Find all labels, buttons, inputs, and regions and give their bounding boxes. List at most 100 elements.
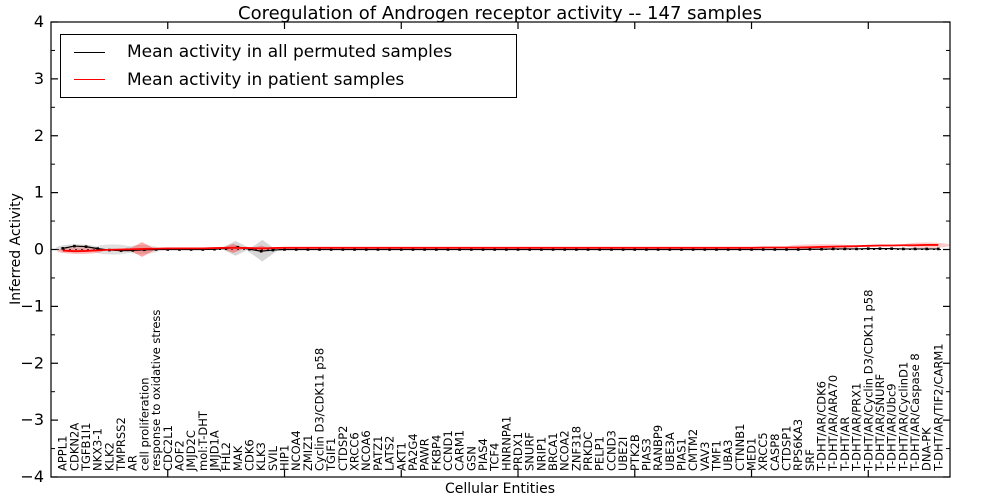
- permuted-marker: [318, 248, 321, 251]
- permuted-marker: [785, 248, 788, 251]
- permuted-marker: [726, 248, 730, 251]
- permuted-marker: [738, 248, 742, 251]
- permuted-marker: [96, 247, 100, 250]
- category-label: GSN: [464, 446, 478, 471]
- permuted-marker: [470, 248, 473, 251]
- category-label: PIAS4: [476, 438, 490, 471]
- chart-title: Coregulation of Androgen receptor activi…: [238, 3, 762, 24]
- category-label: VAV3: [698, 442, 712, 471]
- category-label: response to oxidative stress: [149, 310, 163, 471]
- permuted-marker: [831, 247, 835, 251]
- category-label: CTNNB1: [733, 424, 747, 471]
- permuted-marker: [189, 248, 193, 251]
- permuted-marker: [855, 247, 858, 251]
- y-tick-label: −3: [20, 410, 44, 429]
- permuted-marker: [796, 248, 800, 251]
- permuted-marker: [551, 248, 555, 251]
- category-label: SRF: [803, 449, 817, 471]
- permuted-marker: [750, 248, 753, 251]
- permuted-marker: [761, 248, 765, 251]
- permuted-marker: [131, 249, 135, 252]
- permuted-marker: [925, 247, 928, 251]
- y-tick-label: 3: [34, 69, 44, 88]
- category-label: ZMIZ1: [301, 435, 315, 471]
- permuted-marker: [376, 248, 380, 251]
- category-label: UBE3A: [663, 432, 677, 471]
- category-label: T-DHT/AR/PRX1: [850, 383, 864, 472]
- category-label: AOF2: [172, 440, 186, 471]
- category-label: KLK3: [254, 442, 268, 471]
- permuted-marker: [119, 249, 123, 252]
- category-label: AR: [126, 455, 140, 471]
- permuted-marker: [680, 248, 683, 251]
- category-label: CDKN2A: [67, 423, 81, 471]
- permuted-marker: [493, 248, 496, 251]
- category-label: MAK: [231, 445, 245, 471]
- legend-line-sample-permuted: [74, 51, 105, 53]
- permuted-marker: [516, 248, 520, 251]
- permuted-marker: [166, 248, 170, 251]
- permuted-marker: [878, 247, 882, 250]
- permuted-marker: [913, 247, 917, 251]
- permuted-marker: [446, 248, 450, 251]
- permuted-marker: [773, 248, 777, 251]
- patient-mean-line: [62, 244, 939, 253]
- category-label: T-DHT/AR/TIF2/CARM1: [931, 343, 945, 472]
- category-label: PIAS3: [639, 438, 653, 471]
- category-label: CTDSP1: [780, 426, 794, 471]
- y-tick-label: 4: [34, 12, 44, 31]
- permuted-marker: [540, 248, 543, 251]
- permuted-marker: [294, 248, 298, 251]
- category-label: JMJD2C: [184, 430, 198, 472]
- permuted-marker: [901, 247, 905, 251]
- category-label: mol:T-DHT: [196, 410, 210, 471]
- category-label: T-DHT/AR: [838, 417, 852, 472]
- category-label: TMF1: [709, 440, 723, 472]
- permuted-marker: [715, 248, 718, 251]
- permuted-marker: [808, 247, 812, 251]
- category-label: NCOA2: [558, 430, 572, 471]
- category-label: T-DHT/AR/Caspase 8: [908, 353, 922, 472]
- category-label: CARM1: [453, 430, 467, 471]
- category-label: MED1: [745, 438, 759, 471]
- permuted-marker: [481, 248, 485, 251]
- category-label: APPL1: [56, 436, 70, 471]
- category-label: CDC2L1: [161, 425, 175, 471]
- permuted-marker: [248, 247, 251, 251]
- category-label: SVIL: [266, 445, 280, 471]
- category-label: BRCA1: [546, 432, 560, 471]
- permuted-marker: [843, 247, 847, 251]
- category-label: JMJD1A: [207, 430, 221, 472]
- permuted-marker: [668, 248, 672, 251]
- category-label: XRCC5: [756, 432, 770, 471]
- permuted-marker: [645, 248, 648, 251]
- legend-box: Mean activity in all permuted samples Me…: [60, 34, 517, 98]
- category-label: Cyclin D3/CDK11 p58: [313, 348, 327, 471]
- category-label: RANBP9: [651, 425, 665, 471]
- category-label: CMTM2: [686, 429, 700, 471]
- permuted-marker: [458, 248, 461, 251]
- category-label: CTDSP2: [336, 426, 350, 471]
- category-label: CCND1: [441, 430, 455, 471]
- permuted-marker: [73, 244, 76, 248]
- permuted-marker: [364, 248, 368, 251]
- category-label: NCOA4: [289, 430, 303, 471]
- category-label: HIP1: [278, 445, 292, 471]
- permuted-marker: [283, 248, 286, 251]
- y-tick-label: −1: [20, 296, 44, 315]
- category-label: UBE2I: [616, 437, 630, 471]
- category-label: PAWR: [418, 438, 432, 471]
- category-label: FHL2: [219, 442, 233, 471]
- permuted-marker: [528, 248, 531, 251]
- permuted-marker: [213, 247, 216, 251]
- permuted-marker: [691, 248, 695, 251]
- category-label: KLK2: [102, 442, 116, 471]
- permuted-marker: [178, 248, 181, 251]
- permuted-marker: [341, 248, 345, 251]
- y-tick-label: 0: [34, 240, 44, 259]
- permuted-marker: [866, 247, 870, 250]
- category-label: NRIP1: [534, 437, 548, 471]
- legend-line-sample-patient: [74, 79, 105, 81]
- permuted-marker: [84, 245, 88, 248]
